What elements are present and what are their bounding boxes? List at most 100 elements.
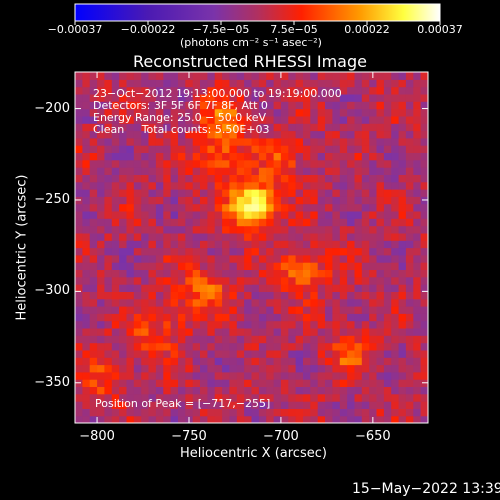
heatmap-cell <box>273 269 282 278</box>
heatmap-cell <box>133 386 142 395</box>
heatmap-cell <box>376 123 385 132</box>
heatmap-cell <box>273 276 282 285</box>
heatmap-cell <box>148 379 157 387</box>
heatmap-cell <box>200 276 208 285</box>
heatmap-cell <box>325 291 333 300</box>
heatmap-cell <box>258 218 267 227</box>
heatmap-cell <box>258 254 267 263</box>
heatmap-cell <box>420 262 428 270</box>
heatmap-cell <box>391 401 400 409</box>
heatmap-cell <box>119 225 128 234</box>
heatmap-cell <box>148 232 157 241</box>
heatmap-cell <box>332 386 341 395</box>
heatmap-cell <box>361 93 370 102</box>
heatmap-cell <box>111 364 120 373</box>
heatmap-cell <box>332 254 341 263</box>
heatmap-cell <box>383 349 392 358</box>
heatmap-cell <box>126 167 135 175</box>
heatmap-cell <box>236 386 245 395</box>
heatmap-cell <box>82 386 91 395</box>
heatmap-cell <box>273 159 282 168</box>
heatmap-cell <box>295 196 304 205</box>
heatmap-cell <box>303 247 311 256</box>
heatmap-cell <box>163 364 172 373</box>
heatmap-cell <box>185 181 194 190</box>
heatmap-cell <box>317 137 326 146</box>
heatmap-cell <box>310 269 319 278</box>
heatmap-cell <box>111 269 120 278</box>
heatmap-cell <box>420 240 428 249</box>
heatmap-cell <box>111 174 120 183</box>
heatmap-cell <box>75 108 83 117</box>
heatmap-cell <box>376 291 385 300</box>
heatmap-cell <box>244 181 253 190</box>
heatmap-cell <box>273 189 282 197</box>
heatmap-cell <box>97 137 106 146</box>
heatmap-cell <box>119 349 128 358</box>
heatmap-cell <box>170 342 179 351</box>
x-tick-label: −750 <box>171 429 207 444</box>
heatmap-cell <box>207 115 216 124</box>
heatmap-cell <box>332 408 341 417</box>
heatmap-cell <box>413 291 422 300</box>
heatmap-cell <box>163 145 172 153</box>
heatmap-cell <box>229 189 238 197</box>
heatmap-cell <box>405 189 414 197</box>
heatmap-cell <box>405 313 414 322</box>
heatmap-cell <box>82 189 91 197</box>
heatmap-cell <box>317 225 326 234</box>
heatmap-cell <box>354 137 363 146</box>
heatmap-cell <box>405 137 414 146</box>
heatmap-cell <box>155 115 164 124</box>
heatmap-cell <box>339 269 348 278</box>
heatmap-cell <box>75 167 83 175</box>
heatmap-cell <box>229 254 238 263</box>
heatmap-cell <box>244 93 253 102</box>
heatmap-cell <box>383 276 392 285</box>
heatmap-cell <box>310 306 319 314</box>
heatmap-cell <box>383 313 392 322</box>
heatmap-cell <box>405 210 414 219</box>
heatmap-cell <box>214 247 223 256</box>
heatmap-cell <box>185 342 194 351</box>
heatmap-cell <box>97 349 106 358</box>
heatmap-cell <box>75 415 83 423</box>
heatmap-cell <box>178 115 186 124</box>
heatmap-cell <box>104 415 113 423</box>
heatmap-cell <box>148 203 157 212</box>
heatmap-cell <box>133 276 142 285</box>
heatmap-cell <box>310 342 319 351</box>
heatmap-cell <box>413 145 422 153</box>
heatmap-cell <box>325 298 333 307</box>
heatmap-cell <box>391 210 400 219</box>
heatmap-cell <box>89 247 98 256</box>
heatmap-cell <box>383 225 392 234</box>
heatmap-cell <box>303 342 311 351</box>
heatmap-cell <box>251 101 260 110</box>
heatmap-cell <box>376 342 385 351</box>
heatmap-cell <box>126 130 135 139</box>
heatmap-cell <box>347 306 356 314</box>
heatmap-cell <box>310 386 319 395</box>
heatmap-cell <box>148 415 157 423</box>
heatmap-cell <box>119 108 128 117</box>
heatmap-cell <box>126 240 135 249</box>
heatmap-cell <box>251 313 260 322</box>
heatmap-cell <box>288 408 297 417</box>
heatmap-cell <box>391 93 400 102</box>
heatmap-cell <box>266 181 275 190</box>
heatmap-cell <box>354 276 363 285</box>
y-tick-label: −300 <box>34 283 70 299</box>
heatmap-cell <box>361 101 370 110</box>
heatmap-cell <box>398 108 407 117</box>
heatmap-cell <box>391 335 400 344</box>
heatmap-cell <box>89 320 98 329</box>
heatmap-cell <box>97 189 106 197</box>
heatmap-cell <box>104 349 113 358</box>
heatmap-cell <box>280 306 289 314</box>
heatmap-cell <box>258 364 267 373</box>
heatmap-cell <box>200 291 208 300</box>
heatmap-cell <box>97 93 106 102</box>
heatmap-cell <box>317 401 326 409</box>
heatmap-cell <box>82 210 91 219</box>
